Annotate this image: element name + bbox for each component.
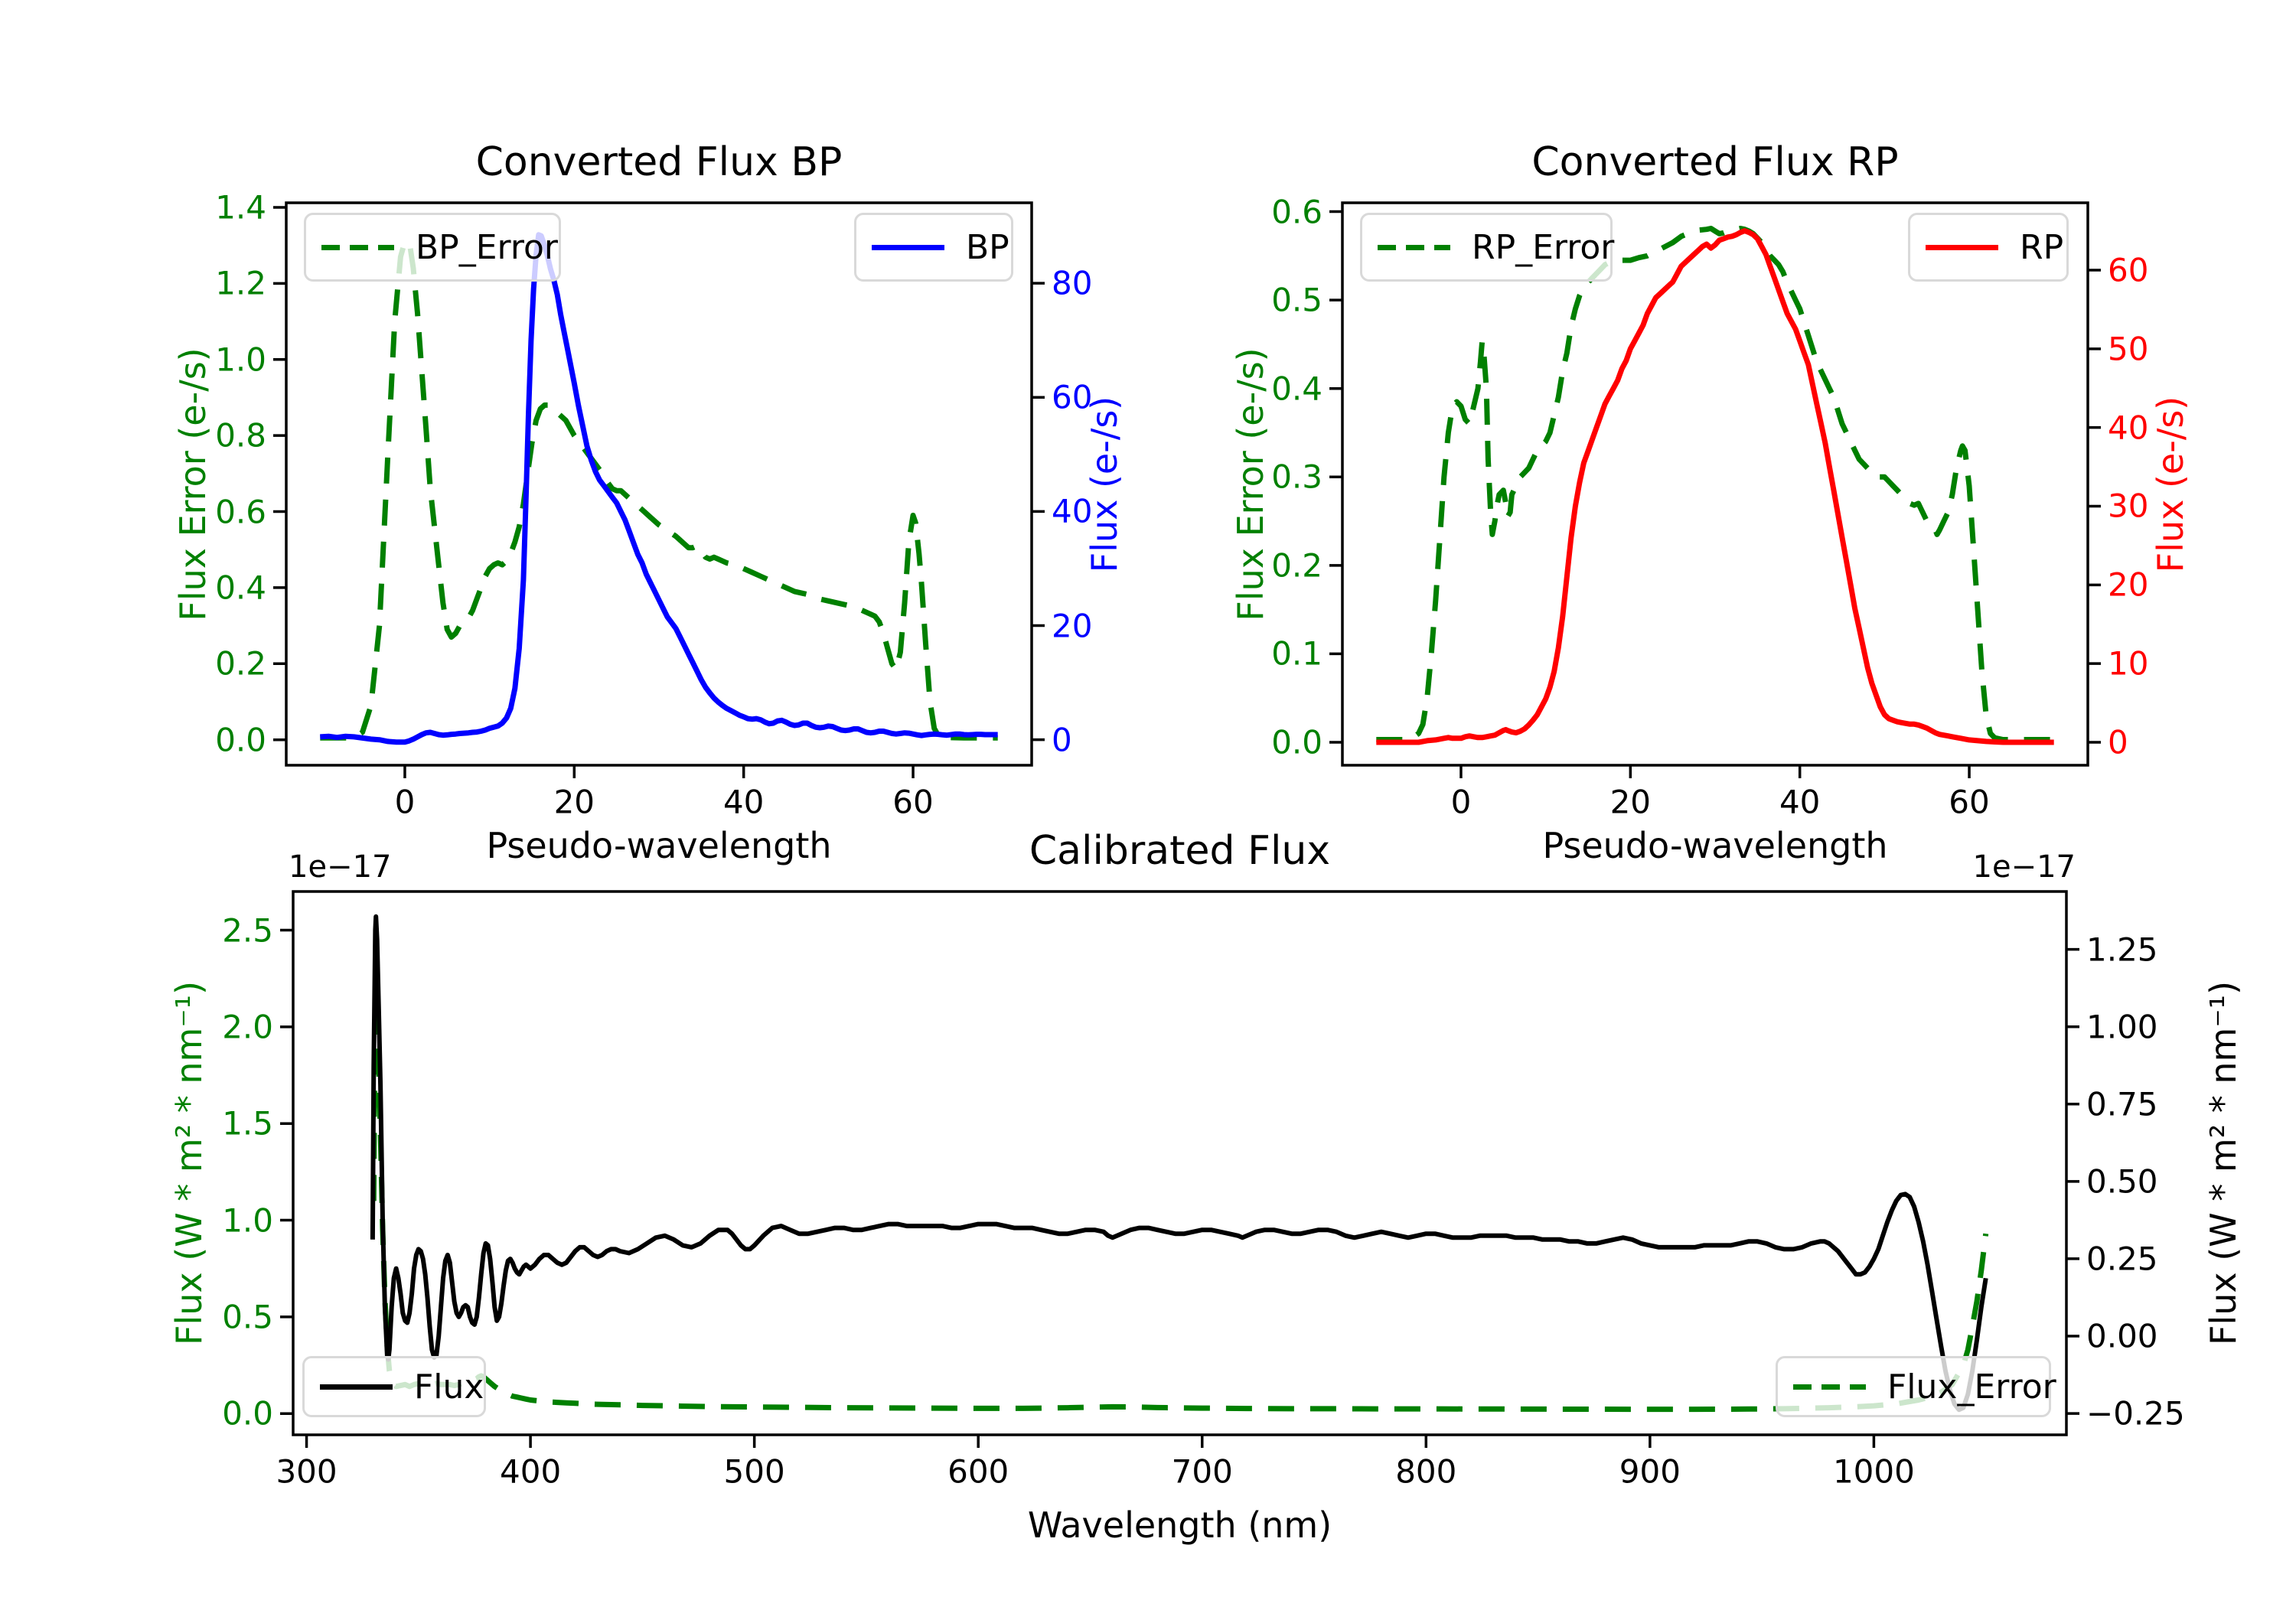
dashed-line-sample [1793, 1384, 1866, 1390]
tick-label: 0.5 [222, 1298, 273, 1336]
tick-label: 40 [1052, 492, 1093, 530]
tick-label: 0.6 [215, 493, 266, 531]
legend-label: RP_Error [1472, 227, 1615, 267]
tick-label: 0 [1450, 783, 1472, 821]
tick-label: 1.5 [222, 1104, 273, 1143]
rp-xaxis-label: Pseudo-wavelength [1542, 825, 1888, 866]
tick-label: 1.25 [2086, 931, 2158, 969]
tick-label: 60 [1949, 783, 1990, 821]
solid-line-sample [320, 1384, 393, 1390]
legend-label: BP [966, 227, 1009, 267]
tick-label: 1.2 [215, 264, 266, 302]
tick-label: 0.25 [2086, 1240, 2158, 1278]
legend-bp-error: BP_Error [304, 213, 561, 282]
tick-label: 40 [722, 783, 765, 821]
tick-label: 0.6 [1271, 193, 1322, 231]
tick-label: 60 [892, 783, 934, 821]
tick-label: 50 [2108, 330, 2149, 368]
tick-label: 0.4 [215, 569, 266, 607]
rp-yaxis-left-label: Flux Error (e-/s) [1230, 347, 1271, 621]
legend-label: RP [2020, 227, 2064, 267]
rp-yaxis-right-label: Flux (e-/s) [2150, 396, 2191, 572]
tick-label: 0.8 [215, 416, 266, 455]
solid-line-sample [1926, 244, 1998, 250]
legend-label: Flux [414, 1367, 484, 1407]
solid-line-sample [872, 244, 944, 250]
tick-label: 20 [553, 783, 595, 821]
tick-label: 2.5 [222, 911, 273, 950]
tick-label: 1.4 [215, 188, 266, 227]
legend-flux: Flux [302, 1356, 486, 1417]
tick-label: 0.50 [2086, 1162, 2158, 1201]
tick-label: 20 [1052, 607, 1093, 645]
legend-label: BP_Error [416, 227, 558, 267]
dashed-line-sample [1378, 244, 1450, 250]
tick-label: 60 [1052, 378, 1093, 416]
tick-label: 900 [1619, 1452, 1681, 1491]
tick-label: 0.75 [2086, 1085, 2158, 1123]
tick-label: 0 [2108, 723, 2128, 761]
tick-label: 0 [394, 783, 416, 821]
calibrated-yaxis-left-label: Flux (W * m² * nm⁻¹) [168, 980, 210, 1346]
tick-label: 0.0 [1271, 723, 1322, 761]
tick-label: 10 [2108, 644, 2149, 683]
tick-label: 0.4 [1271, 370, 1322, 408]
tick-label: 0.5 [1271, 281, 1322, 319]
bp-yaxis-left-label: Flux Error (e-/s) [172, 347, 214, 621]
bp-xaxis-label: Pseudo-wavelength [486, 825, 832, 866]
rp-plot-title: Converted Flux RP [1531, 139, 1899, 185]
bp-plot-title: Converted Flux BP [475, 139, 843, 185]
tick-label: 30 [2108, 487, 2149, 525]
tick-label: 500 [723, 1452, 785, 1491]
calibrated-plot-title: Calibrated Flux [1029, 828, 1331, 874]
tick-label: 0.3 [1271, 458, 1322, 496]
tick-label: 0 [1052, 721, 1072, 759]
tick-label: 60 [2108, 251, 2149, 289]
tick-label: 0.0 [222, 1394, 273, 1433]
tick-label: 2.0 [222, 1008, 273, 1046]
tick-label: 0.2 [215, 644, 266, 683]
tick-label: 1.0 [215, 341, 266, 379]
legend-rp-error: RP_Error [1360, 213, 1615, 282]
tick-label: 600 [947, 1452, 1009, 1491]
legend-flux-error: Flux_Error [1776, 1356, 2056, 1417]
tick-label: 80 [1052, 264, 1093, 302]
dashed-line-sample [321, 244, 394, 250]
tick-label: 20 [2108, 566, 2149, 604]
calibrated-yaxis-right-label: Flux (W * m² * nm⁻¹) [2203, 980, 2244, 1346]
tick-label: 1.00 [2086, 1008, 2158, 1046]
tick-label: 40 [1779, 783, 1821, 821]
legend-rp: RP [1908, 213, 2069, 282]
tick-label: 0.1 [1271, 634, 1322, 673]
tick-label: 0.00 [2086, 1317, 2158, 1355]
tick-label: 0.0 [215, 721, 266, 759]
right-axis-offset-label: 1e−17 [1972, 849, 2076, 885]
tick-label: 1.0 [222, 1201, 273, 1240]
calibrated-xaxis-label: Wavelength (nm) [1027, 1504, 1332, 1546]
bp-yaxis-right-label: Flux (e-/s) [1084, 396, 1125, 572]
tick-label: 1000 [1832, 1452, 1915, 1491]
tick-label: 40 [2108, 409, 2149, 447]
legend-bp: BP [854, 213, 1013, 282]
tick-label: 400 [500, 1452, 562, 1491]
tick-label: 700 [1171, 1452, 1233, 1491]
tick-label: 20 [1609, 783, 1652, 821]
tick-label: −0.25 [2086, 1394, 2185, 1433]
tick-label: 800 [1395, 1452, 1457, 1491]
left-axis-offset-label: 1e−17 [289, 849, 392, 885]
legend-label: Flux_Error [1887, 1367, 2056, 1407]
tick-label: 300 [276, 1452, 338, 1491]
tick-label: 0.2 [1271, 546, 1322, 585]
